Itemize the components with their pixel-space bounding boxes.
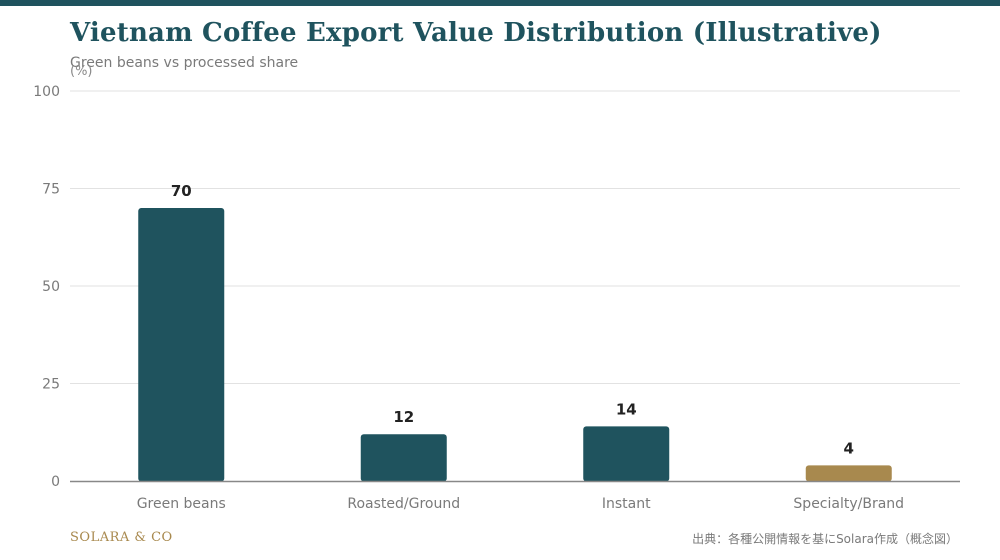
y-tick-labels: 0 25 50 75 100 [33, 84, 60, 490]
x-tick-labels: Green beans Roasted/Ground Instant Specialt… [137, 496, 904, 512]
y-axis-unit-label: (%) [70, 64, 93, 79]
bar-instant [583, 426, 670, 482]
bar-value-label: 12 [393, 408, 414, 426]
source-note: 出典：各種公開情報を基にSolara作成（概念図） [692, 532, 958, 546]
x-tick-label: Specialty/Brand [793, 496, 904, 512]
bar-value-label: 14 [616, 400, 637, 418]
y-tick-label: 75 [42, 182, 60, 198]
bar-specialty-brand [805, 465, 892, 482]
y-tick-label: 0 [51, 474, 60, 490]
x-tick-label: Roasted/Ground [347, 496, 460, 512]
y-tick-label: 25 [42, 377, 60, 393]
brand-logo-text: SOLARA & CO [70, 530, 173, 545]
bars [138, 208, 892, 482]
bar-value-label: 4 [844, 439, 854, 457]
top-accent-bar [0, 0, 1000, 6]
x-tick-label: Instant [602, 496, 651, 512]
y-tick-label: 100 [33, 84, 60, 100]
x-tick-label: Green beans [137, 496, 226, 512]
y-tick-label: 50 [42, 279, 60, 295]
bar-value-label: 70 [171, 182, 192, 200]
value-labels: 70 12 14 4 [171, 182, 854, 457]
bar-green-beans [138, 208, 225, 482]
chart-title: Vietnam Coffee Export Value Distribution… [70, 18, 882, 48]
chart-subtitle: Green beans vs processed share [70, 55, 299, 71]
bar-roasted-ground [360, 434, 447, 482]
